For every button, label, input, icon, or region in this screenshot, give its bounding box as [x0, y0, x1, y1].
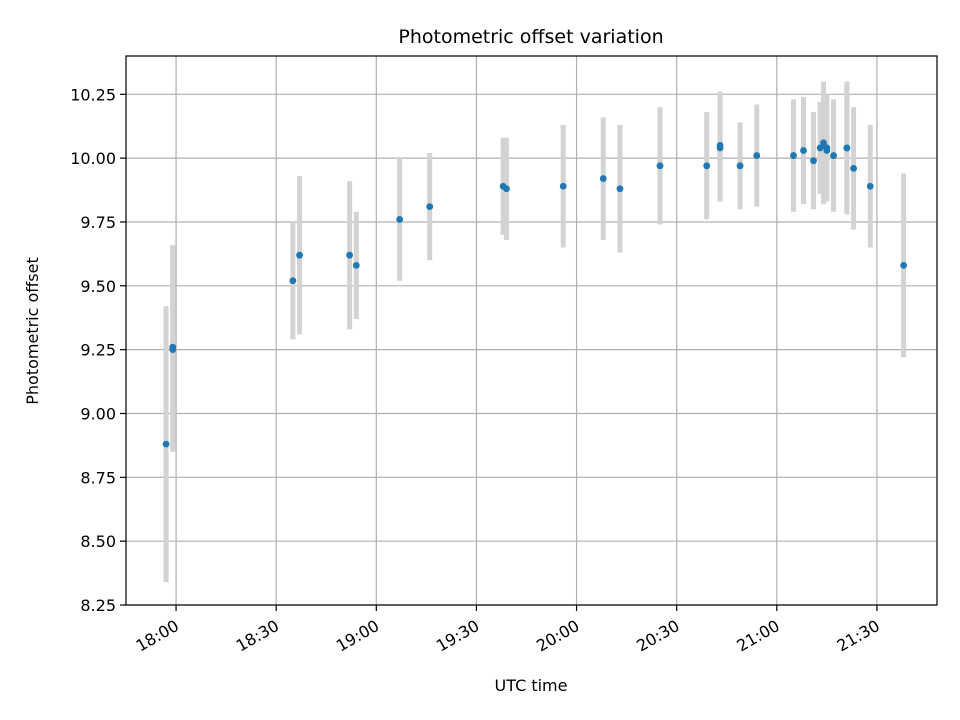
y-tick-label: 8.75	[80, 468, 116, 487]
data-point	[810, 157, 817, 165]
data-point	[296, 251, 303, 259]
data-point	[820, 139, 827, 147]
data-point	[616, 185, 624, 193]
data-point	[289, 277, 297, 285]
data-point	[352, 261, 360, 269]
data-point	[396, 216, 404, 223]
data-point	[823, 147, 831, 154]
data-point	[850, 164, 857, 172]
data-point	[753, 152, 761, 159]
y-axis-title: Photometric offset	[23, 257, 42, 405]
y-tick-label: 8.25	[80, 596, 116, 615]
x-axis-title: UTC time	[495, 676, 568, 695]
y-tick-label: 9.25	[80, 341, 116, 360]
plot-frame	[125, 55, 938, 606]
grid	[126, 56, 937, 606]
y-tick-label: 9.50	[80, 277, 116, 296]
y-tick-label: 10.00	[70, 149, 116, 168]
y-tick-label: 10.25	[70, 85, 116, 104]
data-point	[790, 152, 797, 159]
data-point	[800, 147, 807, 154]
data-point	[599, 175, 607, 182]
data-point	[900, 261, 908, 269]
data-point	[703, 162, 711, 170]
data-point	[559, 182, 567, 190]
data-points	[162, 139, 908, 448]
data-point	[830, 152, 837, 159]
data-point	[866, 182, 874, 190]
y-axis-ticks: 8.25 8.50 8.75 9.00 9.25 9.50 9.75 10.00 10.25	[70, 85, 126, 615]
chart-title: Photometric offset variation	[398, 26, 663, 48]
data-point	[169, 343, 177, 351]
data-point	[843, 144, 851, 152]
data-point	[426, 203, 434, 211]
data-point	[162, 440, 170, 448]
y-tick-label: 8.50	[80, 532, 116, 551]
data-point	[736, 162, 744, 170]
data-point	[656, 162, 664, 170]
data-point	[503, 185, 510, 193]
y-tick-label: 9.75	[80, 213, 116, 232]
data-point	[716, 141, 724, 149]
y-tick-label: 9.00	[80, 404, 116, 423]
data-point	[346, 251, 354, 259]
